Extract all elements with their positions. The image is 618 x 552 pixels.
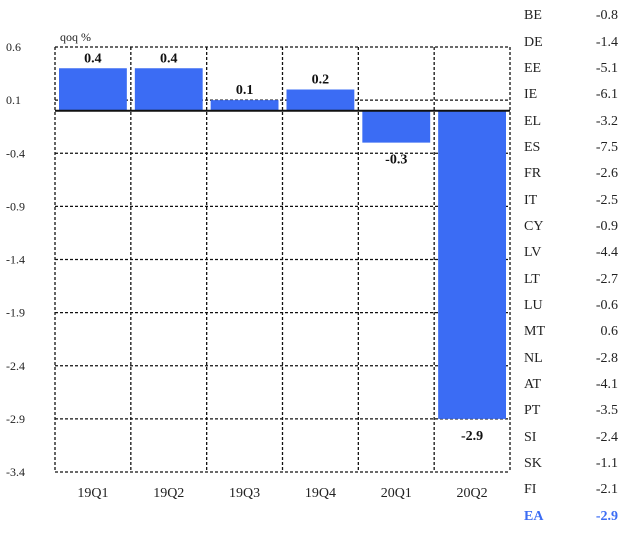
country-code: EA xyxy=(524,508,544,524)
country-row: FR -2.6 xyxy=(516,161,618,187)
country-row: ES -7.5 xyxy=(516,135,618,161)
y-tick-label: 0.6 xyxy=(6,40,21,54)
bar xyxy=(362,110,431,143)
country-value: -0.8 xyxy=(595,8,618,24)
category-label: 19Q4 xyxy=(305,486,336,501)
category-label: 20Q2 xyxy=(457,486,488,501)
category-label: 19Q1 xyxy=(77,486,108,501)
category-label: 19Q2 xyxy=(153,486,184,501)
country-value: -2.1 xyxy=(595,482,618,498)
country-value: -4.1 xyxy=(595,376,618,392)
country-value: -2.5 xyxy=(595,192,618,208)
country-row: SK -1.1 xyxy=(516,451,618,477)
y-tick-label: -2.4 xyxy=(6,359,25,373)
country-row: MT 0.6 xyxy=(516,319,618,345)
country-value: -7.5 xyxy=(595,139,618,155)
data-label: -0.3 xyxy=(385,153,407,168)
country-value: -2.6 xyxy=(595,166,618,182)
y-tick-label: -1.9 xyxy=(6,306,25,320)
y-tick-label: -1.4 xyxy=(6,253,25,267)
country-code: AT xyxy=(524,376,542,392)
gdp-bar-chart: 0.6 0.1 -0.4 -0.9 -1.4 -1.9 -2.4 -2.9 -3.4 0.4 19Q… xyxy=(6,30,511,501)
country-row: SI -2.4 xyxy=(516,425,618,451)
data-label: 0.4 xyxy=(84,51,102,66)
country-row: CY -0.9 xyxy=(516,214,618,240)
country-code: EE xyxy=(524,60,542,76)
country-code: EL xyxy=(524,113,542,129)
bar xyxy=(438,110,506,419)
country-row: LU -0.6 xyxy=(516,293,618,319)
country-code: BE xyxy=(524,8,542,24)
country-row: IT -2.5 xyxy=(516,187,618,213)
country-row: NL -2.8 xyxy=(516,345,618,371)
y-tick-label: -0.4 xyxy=(6,146,25,160)
country-row: DE -1.4 xyxy=(516,29,618,55)
data-label: -2.9 xyxy=(461,429,483,444)
country-code: LU xyxy=(524,297,543,313)
country-row: EL -3.2 xyxy=(516,108,618,134)
country-value: -3.2 xyxy=(595,113,618,129)
country-table: BE -0.8 DE -1.4 EE -5.1 IE -6.1 EL -3.2 ES -7.5 FR -2… xyxy=(516,3,618,530)
country-code: MT xyxy=(524,324,545,340)
country-value: -1.1 xyxy=(595,456,618,472)
y-tick-label: 0.1 xyxy=(6,93,21,107)
country-code: CY xyxy=(524,218,544,234)
country-code: SI xyxy=(524,429,537,445)
country-code: PT xyxy=(524,403,541,419)
bar xyxy=(59,68,127,111)
country-code: ES xyxy=(524,139,541,155)
country-value: -6.1 xyxy=(595,87,618,103)
bar-layer xyxy=(59,68,506,419)
country-code: LV xyxy=(524,245,542,261)
country-row: PT -3.5 xyxy=(516,398,618,424)
country-row: BE -0.8 xyxy=(516,3,618,29)
country-row: LT -2.7 xyxy=(516,266,618,292)
country-code: SK xyxy=(524,456,542,472)
country-code: NL xyxy=(524,350,543,366)
country-row: LV -4.4 xyxy=(516,240,618,266)
bar xyxy=(210,100,279,111)
country-value: -1.4 xyxy=(595,34,618,50)
country-row: IE -6.1 xyxy=(516,82,618,108)
country-value: -5.1 xyxy=(595,60,618,76)
country-value: 0.6 xyxy=(600,324,618,340)
data-label: 0.1 xyxy=(236,83,254,98)
unit-label: qoq % xyxy=(60,30,91,44)
country-value: -3.5 xyxy=(595,403,618,419)
y-tick-label: -0.9 xyxy=(6,199,25,213)
country-code: DE xyxy=(524,34,543,50)
category-label: 20Q1 xyxy=(381,486,412,501)
country-row: FI -2.1 xyxy=(516,477,618,503)
y-tick-label: -2.9 xyxy=(6,412,25,426)
category-label: 19Q3 xyxy=(229,486,260,501)
bar xyxy=(286,89,355,111)
country-code: IE xyxy=(524,87,538,103)
y-tick-label: -3.4 xyxy=(6,465,25,479)
country-value: -2.9 xyxy=(595,508,618,524)
country-value: -0.6 xyxy=(595,297,618,313)
country-value: -2.8 xyxy=(595,350,618,366)
country-value: -4.4 xyxy=(595,245,618,261)
country-code: LT xyxy=(524,271,540,287)
label-layer: 0.6 0.1 -0.4 -0.9 -1.4 -1.9 -2.4 -2.9 -3.4 0.4 19Q… xyxy=(6,40,488,501)
country-value: -2.7 xyxy=(595,271,618,287)
country-value: -0.9 xyxy=(595,218,618,234)
country-code: FR xyxy=(524,166,542,182)
data-label: 0.4 xyxy=(160,51,178,66)
country-row: EE -5.1 xyxy=(516,56,618,82)
country-value: -2.4 xyxy=(595,429,618,445)
country-row: AT -4.1 xyxy=(516,372,618,398)
country-row: EA -2.9 xyxy=(516,504,618,530)
grid-layer xyxy=(54,46,511,473)
bar xyxy=(134,68,203,111)
country-code: FI xyxy=(524,482,537,498)
data-label: 0.2 xyxy=(312,73,330,88)
country-code: IT xyxy=(524,192,538,208)
